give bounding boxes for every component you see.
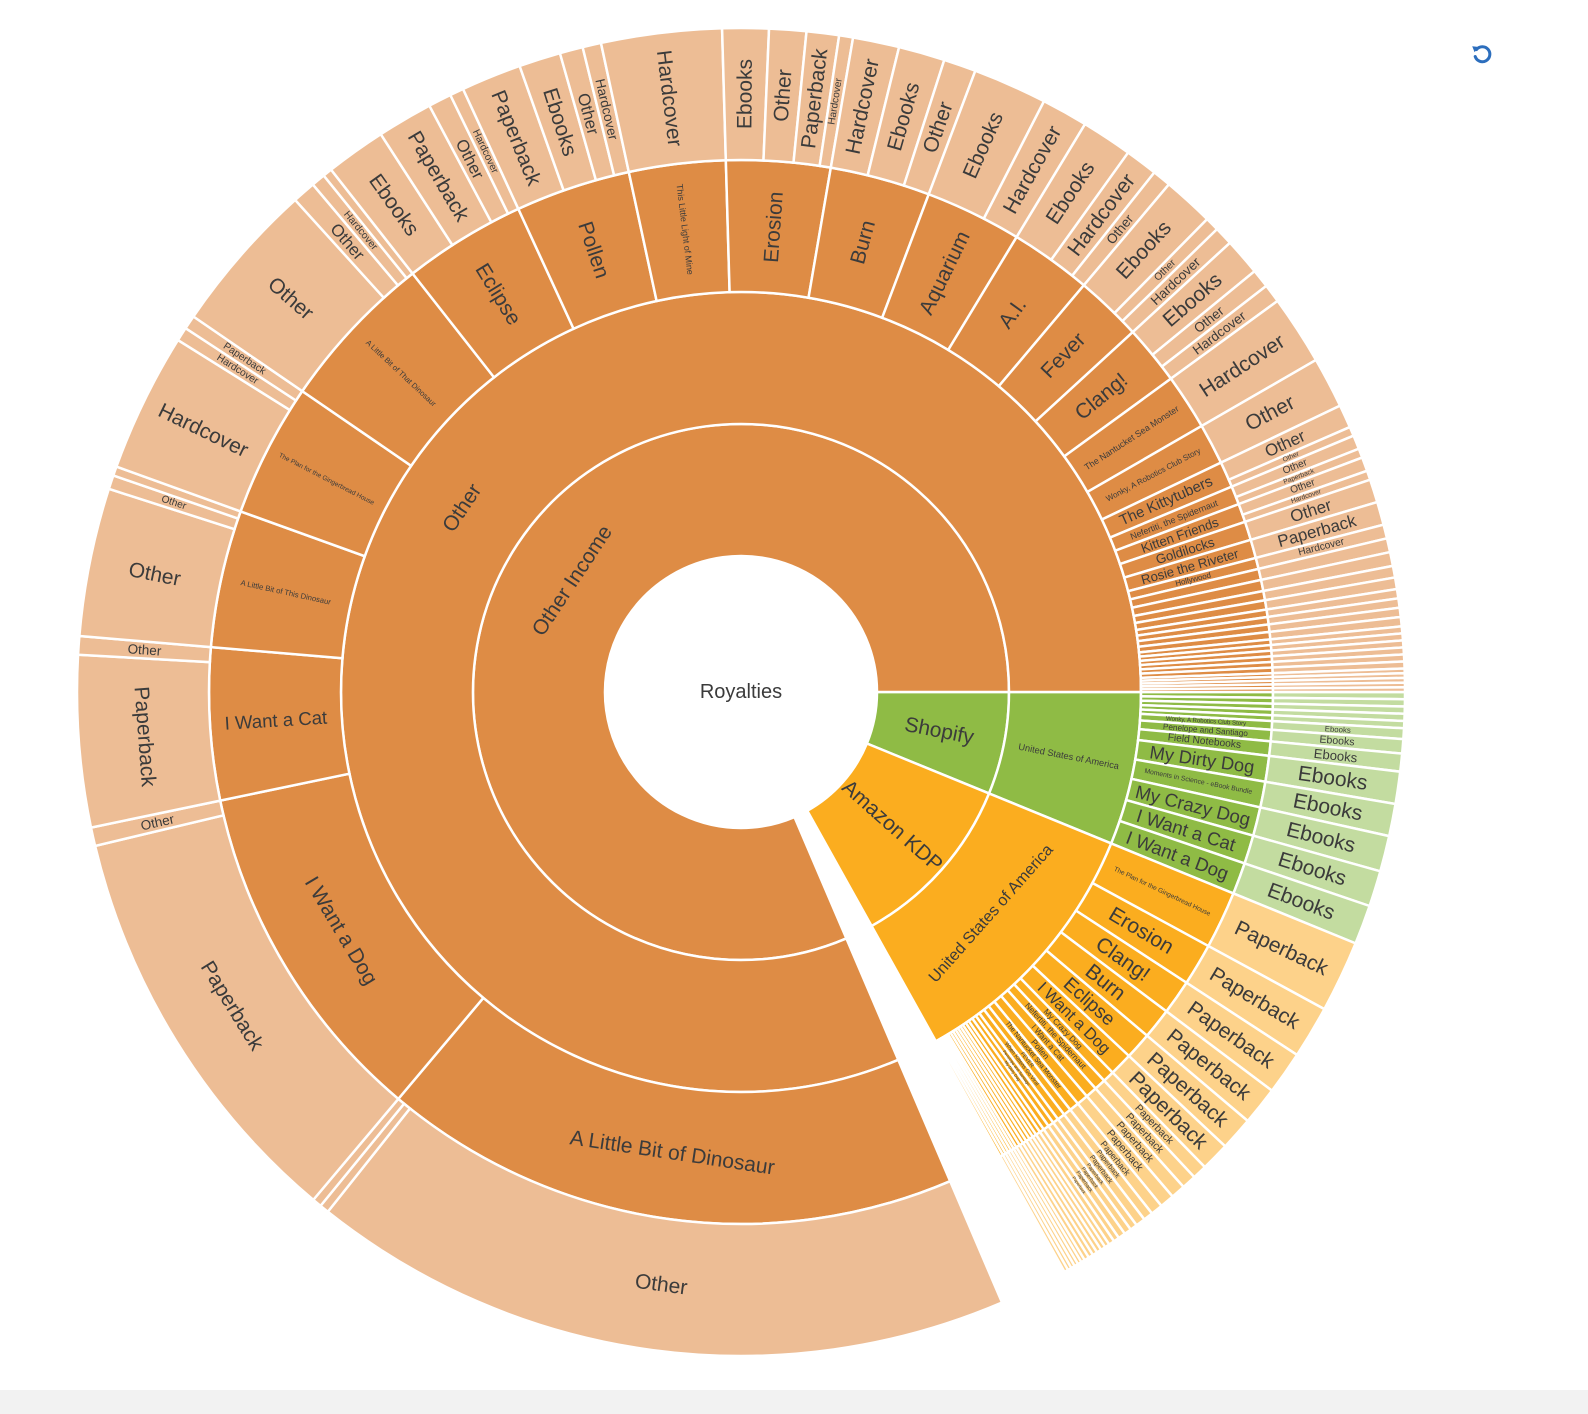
bottom-scroll-strip: [0, 1390, 1588, 1414]
segment-other-income-segment[interactable]: [1271, 686, 1407, 694]
segment-other-income-i-want-a-cat[interactable]: [207, 645, 351, 803]
root-segment[interactable]: [605, 556, 877, 828]
segment-amazon-kdp-segment[interactable]: [998, 1153, 1070, 1274]
segment-other-income-paperback[interactable]: [75, 653, 222, 830]
segment-other-income-segment[interactable]: [1139, 686, 1275, 694]
reset-button[interactable]: [1466, 40, 1498, 72]
undo-arrow-icon: [1469, 41, 1495, 72]
segment-other-income-ebooks[interactable]: [720, 26, 771, 162]
